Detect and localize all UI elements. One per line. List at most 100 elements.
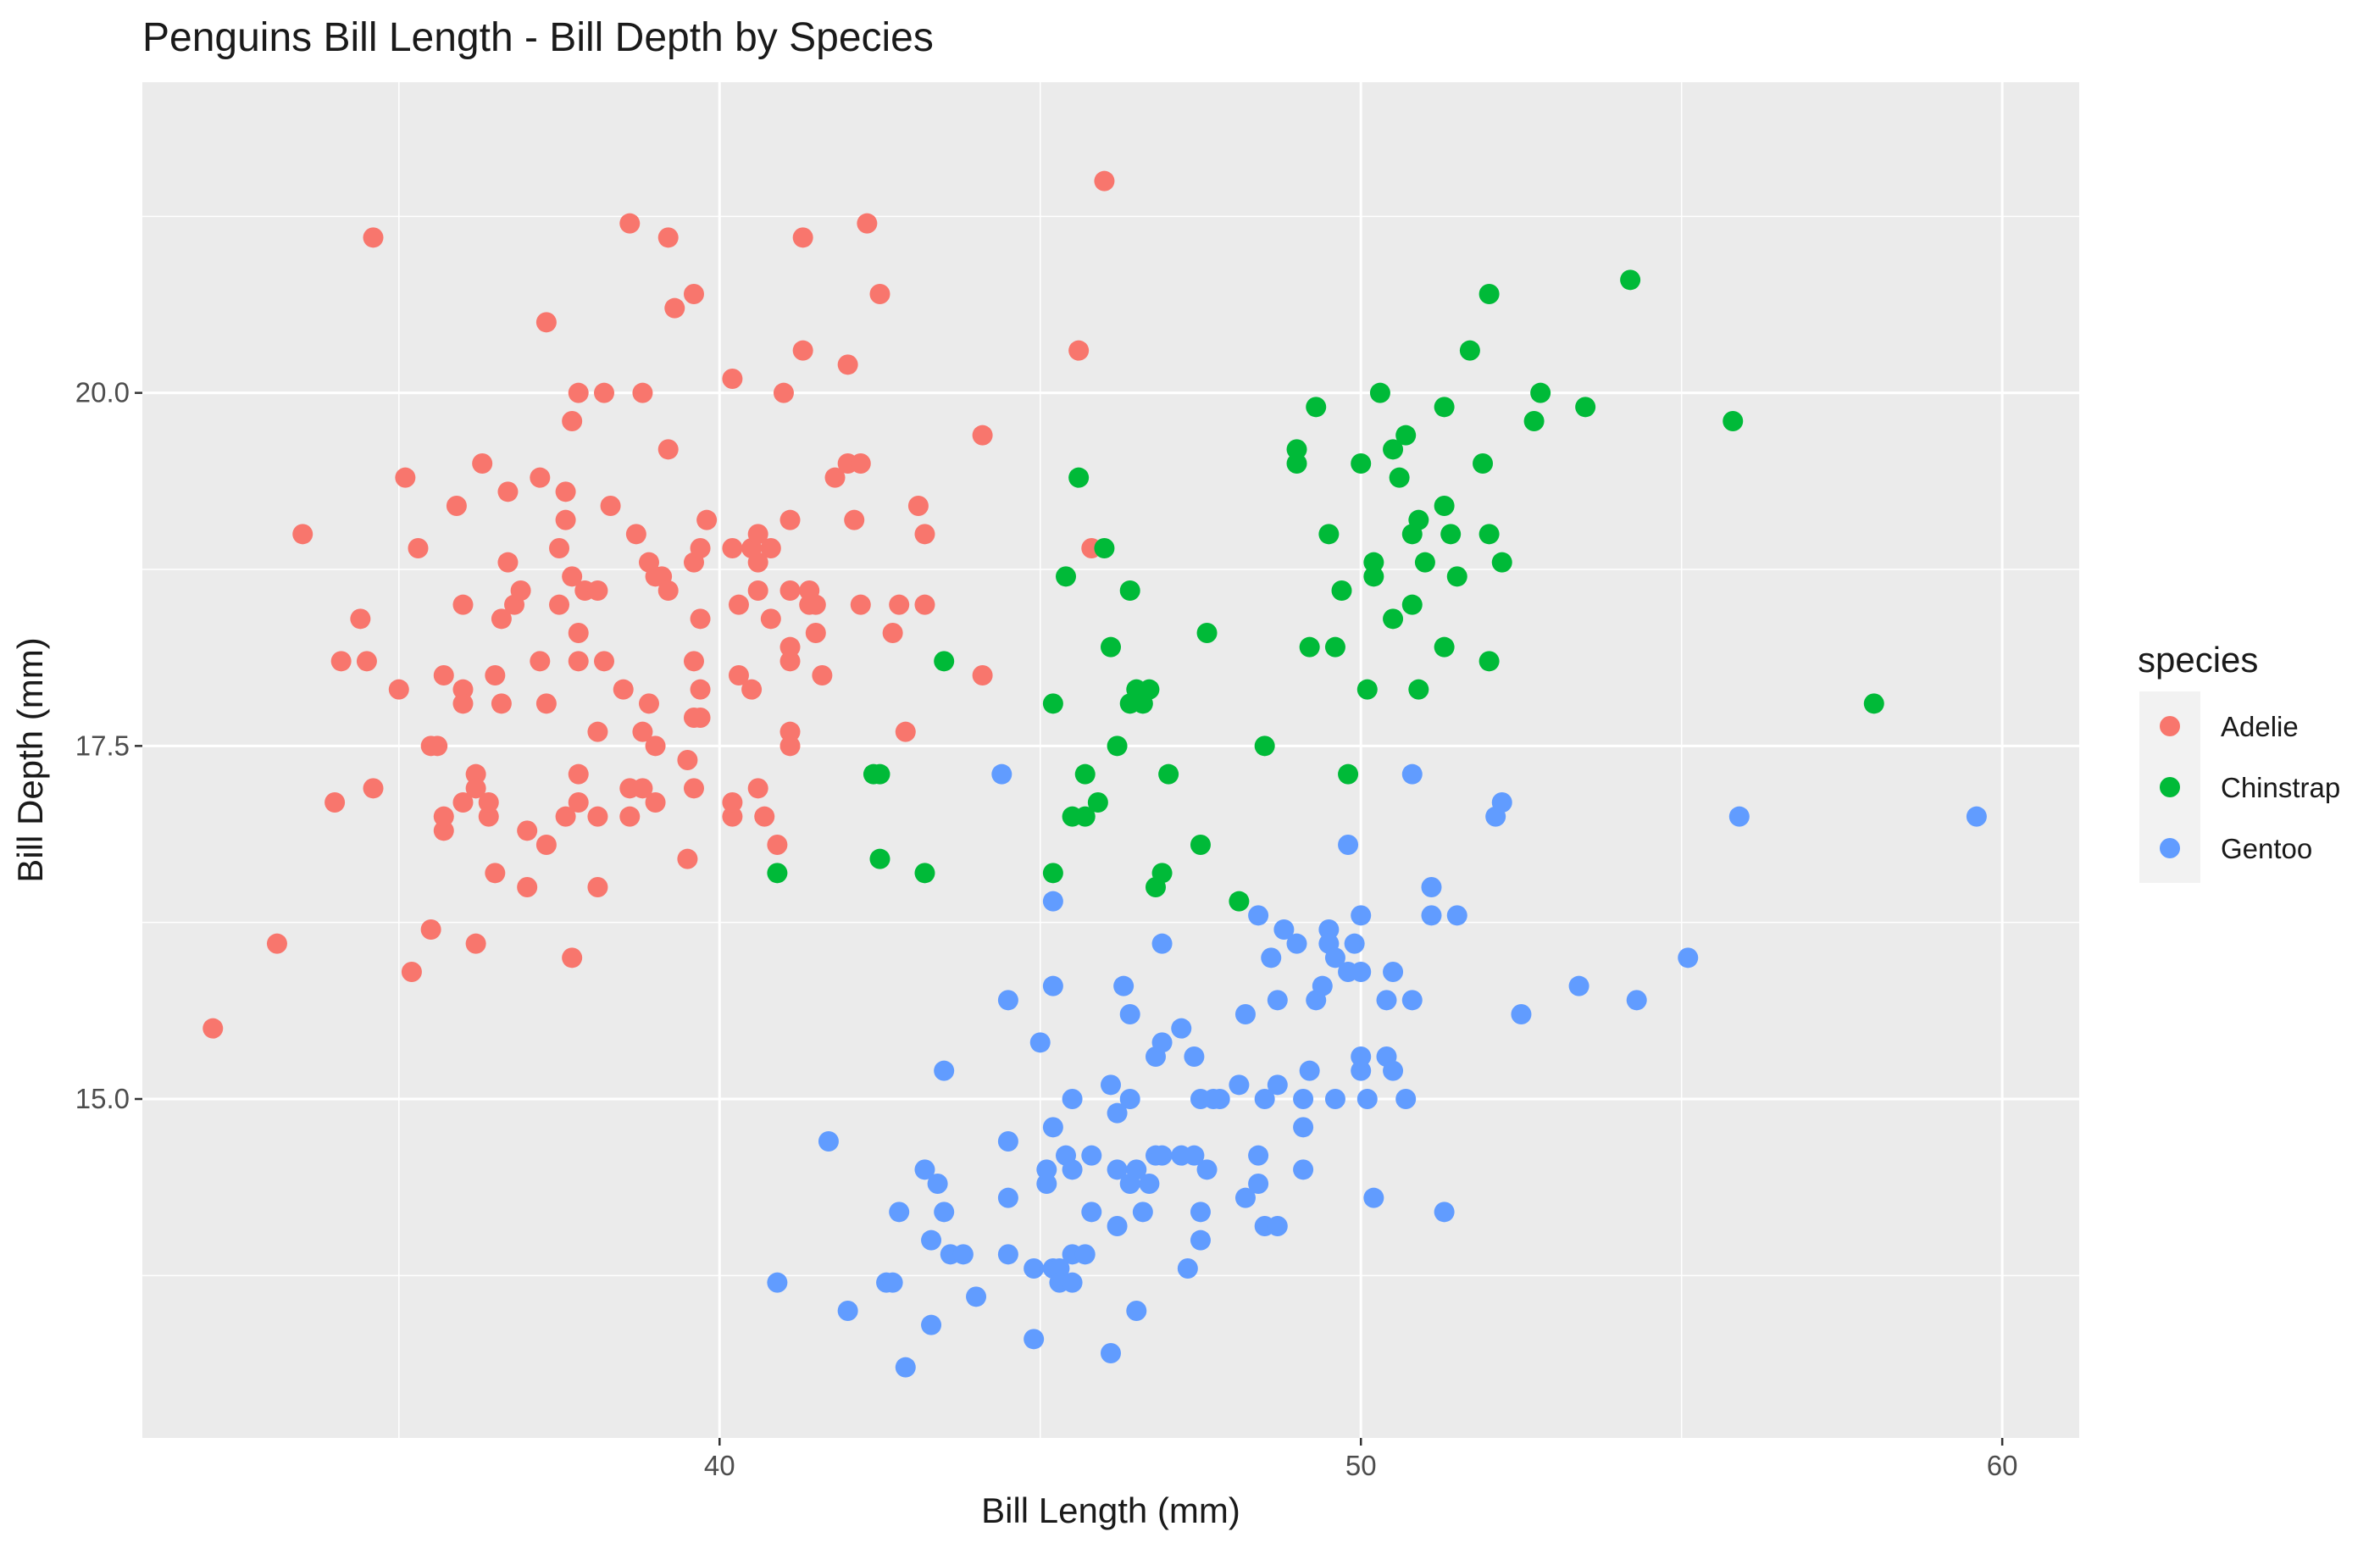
point-adelie: [452, 679, 474, 700]
point-adelie: [722, 806, 743, 827]
point-adelie: [857, 213, 878, 234]
point-gentoo: [1036, 1159, 1057, 1180]
point-chinstrap: [1575, 397, 1596, 418]
point-adelie: [535, 835, 557, 855]
point-chinstrap: [1094, 538, 1115, 558]
point-gentoo: [1511, 1004, 1532, 1024]
point-adelie: [690, 608, 711, 630]
point-chinstrap: [1068, 467, 1090, 488]
point-adelie: [555, 806, 576, 827]
point-adelie: [330, 651, 352, 672]
point-adelie: [792, 340, 813, 361]
point-adelie: [907, 496, 929, 516]
point-adelie: [587, 806, 608, 827]
point-adelie: [760, 608, 781, 630]
point-gentoo: [1234, 1187, 1256, 1208]
point-adelie: [568, 623, 589, 643]
point-adelie: [677, 750, 698, 770]
point-chinstrap: [1478, 524, 1500, 545]
point-adelie: [562, 566, 583, 587]
point-chinstrap: [1863, 693, 1884, 714]
point-gentoo: [1107, 1216, 1128, 1236]
point-gentoo: [1024, 1258, 1045, 1279]
point-gentoo: [921, 1229, 942, 1251]
point-gentoo: [934, 1060, 955, 1081]
point-adelie: [677, 848, 698, 869]
minor-gridlines: [142, 82, 2079, 1438]
point-chinstrap: [1434, 636, 1455, 658]
point-chinstrap: [1473, 453, 1494, 474]
point-gentoo: [767, 1272, 788, 1293]
point-gentoo: [1966, 806, 1987, 827]
point-adelie: [613, 679, 634, 700]
point-adelie: [728, 665, 749, 685]
point-adelie: [779, 735, 801, 757]
point-gentoo: [1036, 1174, 1057, 1194]
point-gentoo: [1383, 962, 1404, 982]
point-adelie: [491, 693, 512, 714]
point-chinstrap: [1139, 679, 1160, 700]
point-gentoo: [997, 1131, 1018, 1152]
data-points: [202, 170, 1987, 1378]
point-gentoo: [1421, 905, 1442, 926]
point-adelie: [632, 382, 653, 403]
point-gentoo: [1626, 990, 1647, 1011]
point-adelie: [619, 213, 641, 234]
point-chinstrap: [1523, 411, 1545, 431]
point-gentoo: [1119, 1004, 1140, 1024]
point-chinstrap: [1338, 763, 1359, 785]
point-adelie: [683, 778, 704, 799]
point-gentoo: [1151, 933, 1173, 954]
y-tick-label: 17.5: [75, 730, 130, 761]
point-adelie: [497, 481, 519, 502]
point-gentoo: [1568, 975, 1589, 996]
point-adelie: [292, 524, 313, 545]
point-adelie: [837, 354, 858, 375]
point-gentoo: [1344, 933, 1365, 954]
point-gentoo: [966, 1286, 987, 1307]
point-gentoo: [1351, 905, 1372, 926]
point-gentoo: [1196, 1159, 1218, 1180]
point-adelie: [722, 792, 743, 813]
point-gentoo: [1293, 1117, 1314, 1138]
point-adelie: [882, 623, 903, 643]
legend-label-chinstrap: Chinstrap: [2221, 772, 2340, 803]
point-adelie: [568, 651, 589, 672]
point-gentoo: [1151, 1032, 1173, 1053]
point-adelie: [779, 651, 801, 672]
x-axis-ticks: 40 50 60: [704, 1438, 2018, 1481]
point-chinstrap: [1434, 496, 1455, 516]
point-gentoo: [1401, 990, 1423, 1011]
point-chinstrap: [1119, 580, 1140, 601]
point-adelie: [657, 580, 679, 601]
point-gentoo: [1184, 1046, 1205, 1067]
point-chinstrap: [1478, 651, 1500, 672]
point-adelie: [824, 467, 846, 488]
point-chinstrap: [1229, 891, 1250, 912]
point-adelie: [535, 693, 557, 714]
point-gentoo: [1184, 1145, 1205, 1166]
point-adelie: [779, 580, 801, 601]
point-gentoo: [1299, 1060, 1320, 1081]
point-adelie: [594, 651, 615, 672]
point-adelie: [530, 651, 551, 672]
point-chinstrap: [1356, 679, 1378, 700]
point-gentoo: [997, 990, 1018, 1011]
legend-items: Adelie Chinstrap Gentoo: [2160, 711, 2340, 864]
point-gentoo: [889, 1202, 910, 1223]
point-adelie: [446, 496, 467, 516]
point-chinstrap: [1318, 524, 1340, 545]
point-adelie: [568, 382, 589, 403]
point-chinstrap: [1723, 411, 1744, 431]
point-chinstrap: [1459, 340, 1480, 361]
point-adelie: [767, 835, 788, 855]
legend-key-adelie: [2160, 716, 2180, 736]
point-gentoo: [1395, 1089, 1417, 1109]
point-adelie: [491, 608, 512, 630]
point-adelie: [452, 693, 474, 714]
point-adelie: [562, 947, 583, 969]
point-adelie: [696, 509, 718, 530]
point-chinstrap: [1383, 439, 1404, 460]
legend-key-chinstrap: [2160, 777, 2180, 797]
